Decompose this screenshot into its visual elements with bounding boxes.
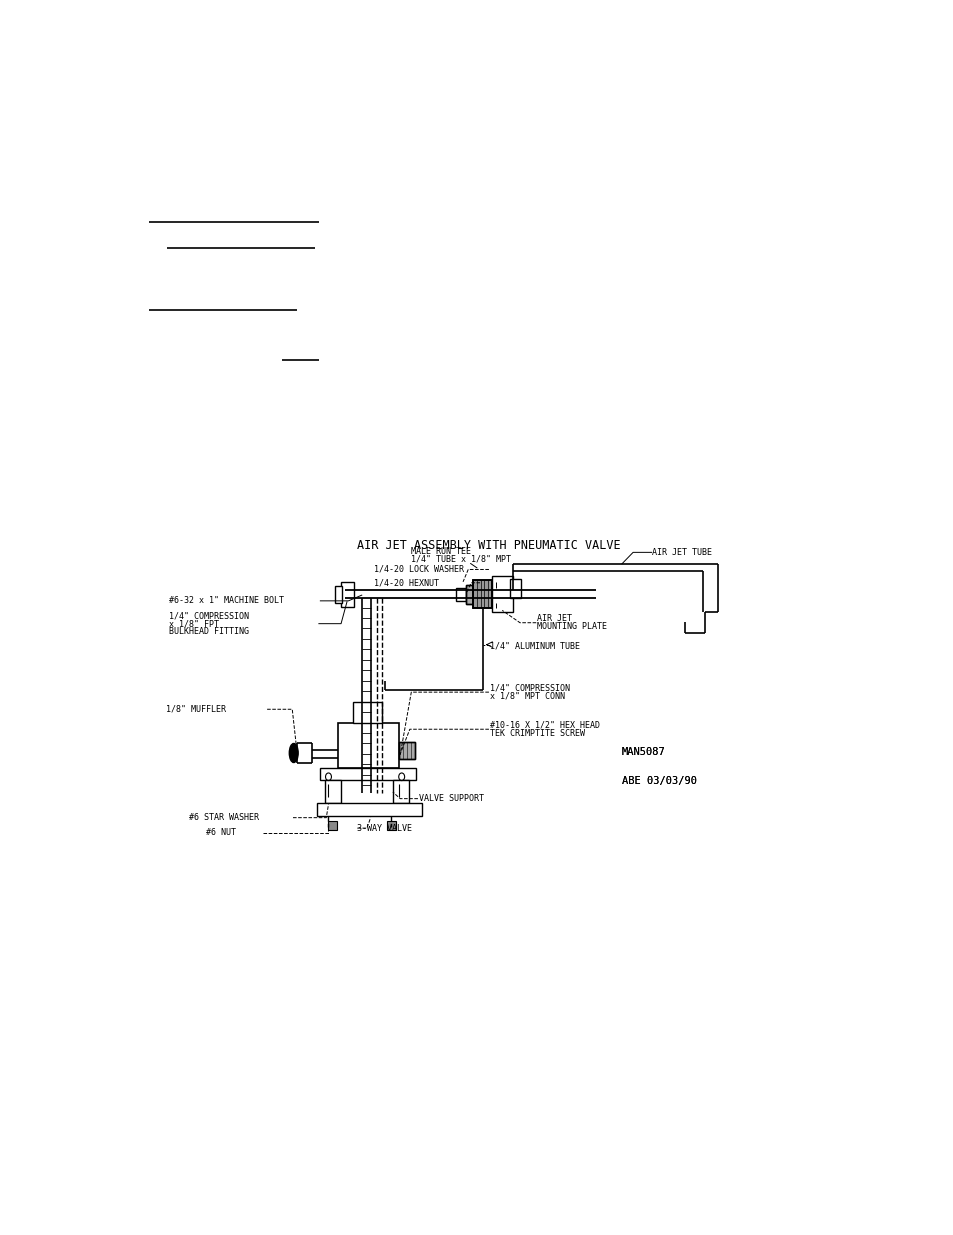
Bar (509, 579, 520, 598)
Bar (398, 741, 415, 758)
Text: BULKHEAD FITTING: BULKHEAD FITTING (169, 627, 249, 636)
Text: MAN5087: MAN5087 (621, 747, 665, 757)
Text: 1/8" MUFFLER: 1/8" MUFFLER (166, 705, 226, 714)
Text: VALVE SUPPORT: VALVE SUPPORT (418, 794, 483, 803)
Text: 1/4" COMPRESSION: 1/4" COMPRESSION (490, 684, 570, 693)
Bar (317, 804, 422, 816)
Text: MALE RUN TEE: MALE RUN TEE (411, 547, 471, 556)
Bar (387, 820, 395, 830)
Text: #6 NUT: #6 NUT (206, 829, 236, 837)
Bar (398, 741, 415, 758)
Bar (465, 584, 473, 604)
Bar (324, 779, 341, 804)
Bar (353, 701, 382, 722)
Text: AIR JET: AIR JET (537, 615, 572, 624)
Text: x 1/8" FPT: x 1/8" FPT (169, 619, 218, 629)
Text: ABE 03/03/90: ABE 03/03/90 (621, 776, 697, 785)
Text: 1/4-20 LOCK WASHER: 1/4-20 LOCK WASHER (374, 564, 464, 574)
Text: AIR JET ASSEMBLY WITH PNEUMATIC VALVE: AIR JET ASSEMBLY WITH PNEUMATIC VALVE (356, 540, 620, 552)
Text: MAN5087: MAN5087 (621, 747, 665, 757)
Bar (456, 588, 465, 601)
Bar (393, 779, 409, 804)
Bar (473, 580, 492, 609)
Bar (341, 582, 354, 606)
Bar (465, 584, 473, 604)
Text: #6 STAR WASHER: #6 STAR WASHER (190, 813, 259, 823)
Text: #6-32 x 1" MACHINE BOLT: #6-32 x 1" MACHINE BOLT (169, 597, 283, 605)
Bar (328, 820, 337, 830)
Ellipse shape (289, 743, 298, 762)
Bar (320, 768, 416, 779)
Text: 3-WAY VALVE: 3-WAY VALVE (357, 824, 412, 832)
Text: 1/4" TUBE x 1/8" MPT: 1/4" TUBE x 1/8" MPT (411, 555, 511, 563)
Text: 1/4-20 HEXNUT: 1/4-20 HEXNUT (374, 578, 439, 588)
Bar (492, 576, 512, 613)
Text: #10-16 X 1/2" HEX HEAD: #10-16 X 1/2" HEX HEAD (490, 721, 599, 730)
Text: TEK CRIMPTITE SCREW: TEK CRIMPTITE SCREW (490, 729, 585, 737)
Text: AIR JET TUBE: AIR JET TUBE (651, 548, 711, 557)
Text: ABE 03/03/90: ABE 03/03/90 (621, 776, 697, 785)
Text: 1/4" ALUMINUM TUBE: 1/4" ALUMINUM TUBE (490, 641, 579, 650)
Bar (473, 580, 492, 609)
Bar (335, 585, 341, 603)
Bar (337, 722, 398, 768)
Text: x 1/8" MPT CONN: x 1/8" MPT CONN (490, 692, 565, 700)
Text: MOUNTING PLATE: MOUNTING PLATE (537, 622, 606, 631)
Text: 1/4" COMPRESSION: 1/4" COMPRESSION (169, 611, 249, 620)
